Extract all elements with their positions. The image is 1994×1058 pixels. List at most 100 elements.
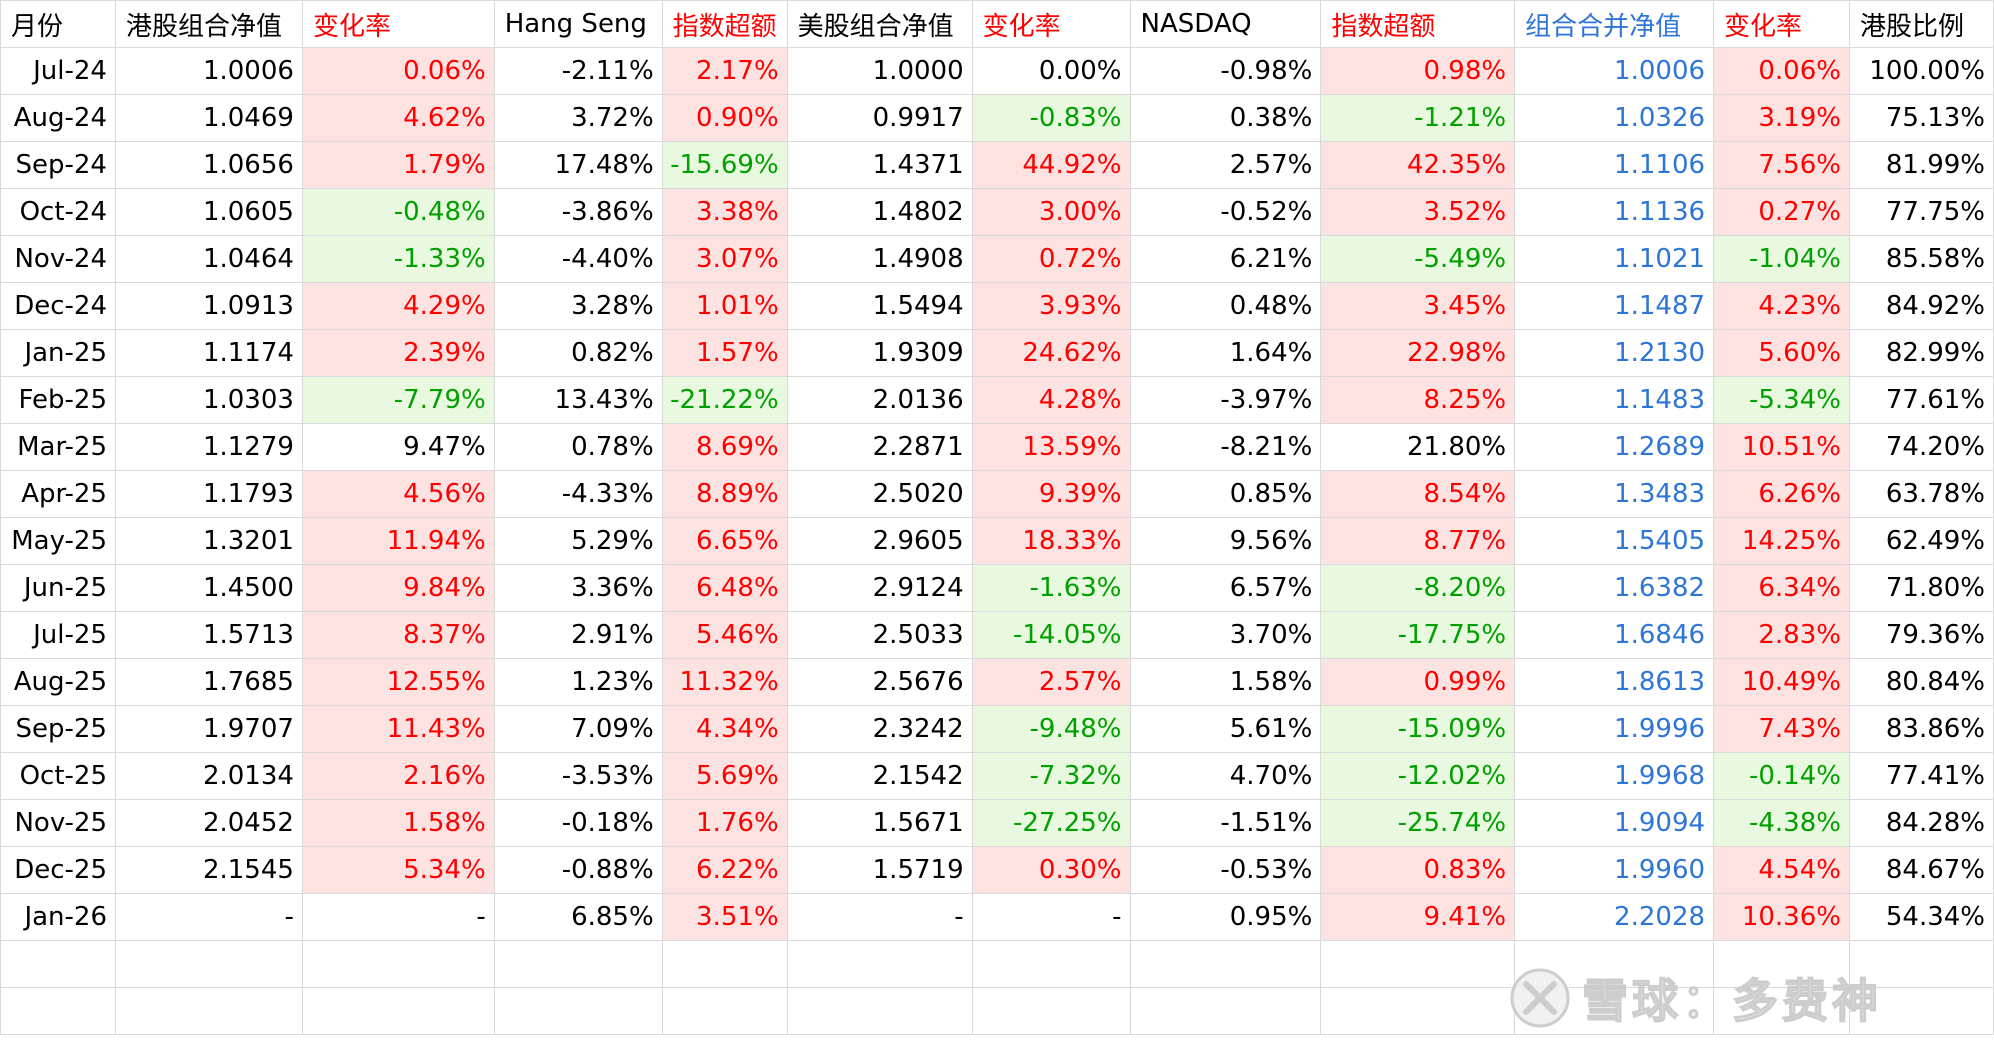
cell-us-nav[interactable]: 2.3242 xyxy=(786,705,973,753)
cell-hk-excess[interactable]: 3.38% xyxy=(661,188,788,236)
cell-us-change[interactable]: - xyxy=(971,893,1131,941)
cell-combined-change[interactable]: 10.51% xyxy=(1713,423,1850,471)
empty-cell[interactable] xyxy=(1129,940,1322,988)
cell-hk-change[interactable]: 2.16% xyxy=(301,752,495,800)
cell-us-excess[interactable]: 21.80% xyxy=(1320,423,1516,471)
cell-us-change[interactable]: 0.72% xyxy=(971,235,1131,283)
cell-hk-change[interactable]: 9.47% xyxy=(301,423,495,471)
cell-hk-nav[interactable]: 1.1279 xyxy=(114,423,303,471)
cell-hk-ratio[interactable]: 79.36% xyxy=(1848,611,1994,659)
cell-hang-seng[interactable]: 3.72% xyxy=(493,94,663,142)
cell-hk-ratio[interactable]: 85.58% xyxy=(1848,235,1994,283)
cell-combined-change[interactable]: 4.23% xyxy=(1713,282,1850,330)
cell-us-change[interactable]: 2.57% xyxy=(971,658,1131,706)
cell-month[interactable]: Aug-25 xyxy=(0,658,116,706)
cell-hk-ratio[interactable]: 75.13% xyxy=(1848,94,1994,142)
empty-cell[interactable] xyxy=(1320,940,1516,988)
empty-cell[interactable] xyxy=(493,987,663,1035)
cell-hk-excess[interactable]: 6.22% xyxy=(661,846,788,894)
cell-nasdaq[interactable]: 1.64% xyxy=(1129,329,1322,377)
cell-combined-change[interactable]: 7.56% xyxy=(1713,141,1850,189)
cell-hang-seng[interactable]: -4.40% xyxy=(493,235,663,283)
cell-hk-change[interactable]: 4.62% xyxy=(301,94,495,142)
cell-combined-nav[interactable]: 1.5405 xyxy=(1514,517,1715,565)
cell-combined-nav[interactable]: 1.9996 xyxy=(1514,705,1715,753)
cell-combined-change[interactable]: 6.34% xyxy=(1713,564,1850,612)
cell-nasdaq[interactable]: -1.51% xyxy=(1129,799,1322,847)
cell-hk-ratio[interactable]: 74.20% xyxy=(1848,423,1994,471)
cell-hk-nav[interactable]: 1.7685 xyxy=(114,658,303,706)
cell-us-change[interactable]: 13.59% xyxy=(971,423,1131,471)
cell-hk-ratio[interactable]: 54.34% xyxy=(1848,893,1994,941)
cell-hk-nav[interactable]: 1.9707 xyxy=(114,705,303,753)
cell-combined-change[interactable]: 0.27% xyxy=(1713,188,1850,236)
empty-cell[interactable] xyxy=(493,940,663,988)
cell-nasdaq[interactable]: 6.57% xyxy=(1129,564,1322,612)
cell-hk-excess[interactable]: 6.65% xyxy=(661,517,788,565)
cell-hk-excess[interactable]: 3.07% xyxy=(661,235,788,283)
cell-month[interactable]: Aug-24 xyxy=(0,94,116,142)
empty-cell[interactable] xyxy=(971,940,1131,988)
cell-hk-excess[interactable]: 5.46% xyxy=(661,611,788,659)
cell-hk-excess[interactable]: 1.57% xyxy=(661,329,788,377)
cell-month[interactable]: Jan-25 xyxy=(0,329,116,377)
cell-hk-change[interactable]: 0.06% xyxy=(301,47,495,95)
cell-us-change[interactable]: 0.00% xyxy=(971,47,1131,95)
cell-month[interactable]: Jul-25 xyxy=(0,611,116,659)
empty-cell[interactable] xyxy=(971,987,1131,1035)
cell-combined-change[interactable]: 10.49% xyxy=(1713,658,1850,706)
empty-cell[interactable] xyxy=(1713,987,1850,1035)
cell-us-nav[interactable]: 1.4371 xyxy=(786,141,973,189)
header-cell-hk-excess[interactable]: 指数超额 xyxy=(661,0,788,48)
cell-us-change[interactable]: -7.32% xyxy=(971,752,1131,800)
empty-cell[interactable] xyxy=(114,940,303,988)
cell-us-excess[interactable]: 42.35% xyxy=(1320,141,1516,189)
cell-hk-excess[interactable]: 5.69% xyxy=(661,752,788,800)
cell-hang-seng[interactable]: -0.18% xyxy=(493,799,663,847)
cell-us-excess[interactable]: 8.54% xyxy=(1320,470,1516,518)
cell-nasdaq[interactable]: 2.57% xyxy=(1129,141,1322,189)
cell-us-nav[interactable]: 2.5033 xyxy=(786,611,973,659)
cell-hk-excess[interactable]: 4.34% xyxy=(661,705,788,753)
cell-us-nav[interactable]: 2.5020 xyxy=(786,470,973,518)
cell-hk-nav[interactable]: 1.0605 xyxy=(114,188,303,236)
cell-hk-nav[interactable]: 2.0452 xyxy=(114,799,303,847)
cell-hk-ratio[interactable]: 83.86% xyxy=(1848,705,1994,753)
cell-combined-nav[interactable]: 1.0326 xyxy=(1514,94,1715,142)
cell-hk-change[interactable]: -1.33% xyxy=(301,235,495,283)
cell-us-nav[interactable]: 2.5676 xyxy=(786,658,973,706)
header-cell-month[interactable]: 月份 xyxy=(0,0,116,48)
cell-hk-ratio[interactable]: 84.67% xyxy=(1848,846,1994,894)
cell-nasdaq[interactable]: -0.98% xyxy=(1129,47,1322,95)
empty-cell[interactable] xyxy=(1320,987,1516,1035)
cell-us-change[interactable]: 3.00% xyxy=(971,188,1131,236)
cell-hk-excess[interactable]: 11.32% xyxy=(661,658,788,706)
cell-month[interactable]: Nov-24 xyxy=(0,235,116,283)
cell-hk-excess[interactable]: -15.69% xyxy=(661,141,788,189)
header-cell-hk-change[interactable]: 变化率 xyxy=(301,0,495,48)
cell-hk-change[interactable]: -0.48% xyxy=(301,188,495,236)
cell-us-nav[interactable]: 1.4908 xyxy=(786,235,973,283)
cell-us-nav[interactable]: 1.9309 xyxy=(786,329,973,377)
cell-hk-ratio[interactable]: 71.80% xyxy=(1848,564,1994,612)
cell-hk-change[interactable]: 1.58% xyxy=(301,799,495,847)
cell-hang-seng[interactable]: 3.28% xyxy=(493,282,663,330)
cell-combined-nav[interactable]: 2.2028 xyxy=(1514,893,1715,941)
cell-hk-change[interactable]: 4.29% xyxy=(301,282,495,330)
cell-us-change[interactable]: 18.33% xyxy=(971,517,1131,565)
cell-us-nav[interactable]: 1.5494 xyxy=(786,282,973,330)
cell-hk-ratio[interactable]: 77.75% xyxy=(1848,188,1994,236)
cell-hk-excess[interactable]: 0.90% xyxy=(661,94,788,142)
cell-hk-excess[interactable]: 8.89% xyxy=(661,470,788,518)
cell-combined-nav[interactable]: 1.1487 xyxy=(1514,282,1715,330)
cell-hk-ratio[interactable]: 77.61% xyxy=(1848,376,1994,424)
cell-us-change[interactable]: -14.05% xyxy=(971,611,1131,659)
cell-hk-change[interactable]: -7.79% xyxy=(301,376,495,424)
cell-hk-change[interactable]: 12.55% xyxy=(301,658,495,706)
cell-combined-nav[interactable]: 1.6846 xyxy=(1514,611,1715,659)
empty-cell[interactable] xyxy=(301,940,495,988)
cell-month[interactable]: Sep-25 xyxy=(0,705,116,753)
cell-combined-change[interactable]: -4.38% xyxy=(1713,799,1850,847)
cell-nasdaq[interactable]: 1.58% xyxy=(1129,658,1322,706)
cell-us-excess[interactable]: -25.74% xyxy=(1320,799,1516,847)
